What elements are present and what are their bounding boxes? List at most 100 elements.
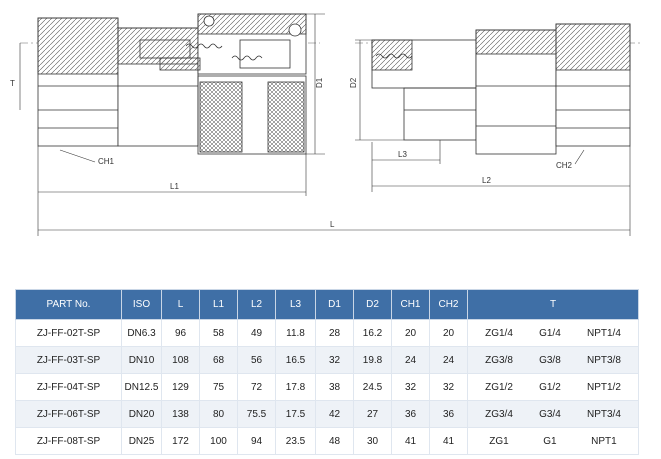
header-l1: L1 — [199, 289, 238, 320]
cell-l2: 94 — [237, 427, 276, 455]
table-row: ZJ-FF-08T-SP DN25 172 100 94 23.5 48 30 … — [15, 427, 639, 455]
dim-label-l3: L3 — [398, 150, 407, 159]
thread-npt: NPT1/4 — [586, 327, 621, 339]
cell-l3: 17.5 — [275, 400, 316, 428]
cell-l: 172 — [161, 427, 200, 455]
thread-npt: NPT1 — [591, 435, 617, 447]
cell-t: ZG1/4 G1/4 NPT1/4 — [467, 319, 639, 347]
dim-label-d1: D1 — [315, 77, 324, 88]
cell-ch2: 36 — [429, 400, 468, 428]
dim-label-l1: L1 — [170, 182, 179, 191]
header-l: L — [161, 289, 200, 320]
header-part-no: PART No. — [15, 289, 122, 320]
thread-npt: NPT1/2 — [586, 381, 621, 393]
thread-zg: ZG3/4 — [485, 408, 513, 420]
cell-ch2: 41 — [429, 427, 468, 455]
cell-iso: DN10 — [121, 346, 162, 374]
thread-zg: ZG3/8 — [485, 354, 513, 366]
dim-label-d2: D2 — [349, 77, 358, 88]
cell-l1: 100 — [199, 427, 238, 455]
cell-t: ZG3/4 G3/4 NPT3/4 — [467, 400, 639, 428]
female-coupler-drawing — [20, 13, 320, 155]
cell-d1: 42 — [315, 400, 354, 428]
table-row: ZJ-FF-02T-SP DN6.3 96 58 49 11.8 28 16.2… — [15, 319, 639, 347]
cell-l: 138 — [161, 400, 200, 428]
cell-d2: 24.5 — [353, 373, 392, 401]
cell-part: ZJ-FF-04T-SP — [15, 373, 122, 401]
cell-l3: 17.8 — [275, 373, 316, 401]
cell-iso: DN12.5 — [121, 373, 162, 401]
cell-l: 96 — [161, 319, 200, 347]
dim-label-t: T — [10, 79, 15, 88]
thread-g: G1/2 — [539, 381, 561, 393]
header-l3: L3 — [275, 289, 316, 320]
thread-zg: ZG1 — [489, 435, 509, 447]
cell-iso: DN25 — [121, 427, 162, 455]
cell-l3: 16.5 — [275, 346, 316, 374]
header-d2: D2 — [353, 289, 392, 320]
cell-t: ZG1 G1 NPT1 — [467, 427, 639, 455]
table-header-row: PART No. ISO L L1 L2 L3 D1 D2 CH1 CH2 T — [15, 289, 639, 320]
dimension-lines — [19, 13, 631, 236]
cell-l3: 11.8 — [275, 319, 316, 347]
header-ch1: CH1 — [391, 289, 430, 320]
header-iso: ISO — [121, 289, 162, 320]
header-ch2: CH2 — [429, 289, 468, 320]
dim-label-ch2: CH2 — [556, 161, 573, 170]
header-t: T — [467, 289, 639, 320]
cell-d2: 27 — [353, 400, 392, 428]
cell-part: ZJ-FF-03T-SP — [15, 346, 122, 374]
dim-label-ch1: CH1 — [98, 157, 115, 166]
cell-part: ZJ-FF-08T-SP — [15, 427, 122, 455]
cell-ch2: 32 — [429, 373, 468, 401]
cell-d1: 48 — [315, 427, 354, 455]
cell-part: ZJ-FF-02T-SP — [15, 319, 122, 347]
thread-npt: NPT3/8 — [586, 354, 621, 366]
cell-part: ZJ-FF-06T-SP — [15, 400, 122, 428]
cell-iso: DN20 — [121, 400, 162, 428]
thread-zg: ZG1/2 — [485, 381, 513, 393]
specification-table: PART No. ISO L L1 L2 L3 D1 D2 CH1 CH2 T … — [15, 289, 639, 455]
cell-d2: 16.2 — [353, 319, 392, 347]
cell-d1: 32 — [315, 346, 354, 374]
cell-l1: 80 — [199, 400, 238, 428]
cell-l1: 68 — [199, 346, 238, 374]
table-row: ZJ-FF-06T-SP DN20 138 80 75.5 17.5 42 27… — [15, 400, 639, 428]
cell-l: 129 — [161, 373, 200, 401]
cell-d1: 38 — [315, 373, 354, 401]
cell-l1: 75 — [199, 373, 238, 401]
cell-l2: 72 — [237, 373, 276, 401]
cell-ch1: 41 — [391, 427, 430, 455]
thread-g: G1/4 — [539, 327, 561, 339]
thread-g: G3/8 — [539, 354, 561, 366]
cell-iso: DN6.3 — [121, 319, 162, 347]
header-d1: D1 — [315, 289, 354, 320]
cell-ch1: 36 — [391, 400, 430, 428]
thread-npt: NPT3/4 — [586, 408, 621, 420]
cell-l2: 75.5 — [237, 400, 276, 428]
dim-label-l: L — [330, 220, 335, 229]
header-l2: L2 — [237, 289, 276, 320]
male-plug-drawing — [355, 23, 640, 155]
cell-l2: 49 — [237, 319, 276, 347]
table-row: ZJ-FF-03T-SP DN10 108 68 56 16.5 32 19.8… — [15, 346, 639, 374]
cell-t: ZG1/2 G1/2 NPT1/2 — [467, 373, 639, 401]
cell-l1: 58 — [199, 319, 238, 347]
table-row: ZJ-FF-04T-SP DN12.5 129 75 72 17.8 38 24… — [15, 373, 639, 401]
cell-l: 108 — [161, 346, 200, 374]
coupling-technical-drawing: T D1 D2 CH1 CH2 L1 L3 L2 L — [10, 13, 640, 236]
cell-d2: 19.8 — [353, 346, 392, 374]
cell-ch1: 24 — [391, 346, 430, 374]
cell-ch2: 24 — [429, 346, 468, 374]
cell-ch1: 20 — [391, 319, 430, 347]
thread-g: G3/4 — [539, 408, 561, 420]
cell-ch1: 32 — [391, 373, 430, 401]
cell-d1: 28 — [315, 319, 354, 347]
cell-ch2: 20 — [429, 319, 468, 347]
dim-label-l2: L2 — [482, 176, 491, 185]
cell-l3: 23.5 — [275, 427, 316, 455]
thread-zg: ZG1/4 — [485, 327, 513, 339]
cell-d2: 30 — [353, 427, 392, 455]
cell-l2: 56 — [237, 346, 276, 374]
cell-t: ZG3/8 G3/8 NPT3/8 — [467, 346, 639, 374]
